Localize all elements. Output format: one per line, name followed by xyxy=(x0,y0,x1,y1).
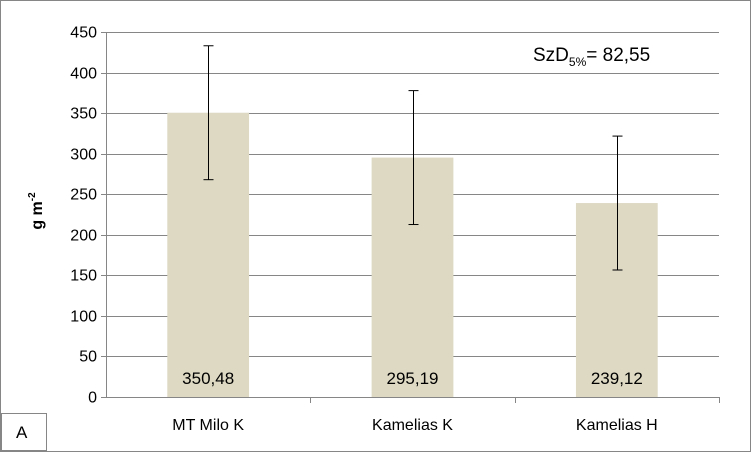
y-axis-title-main: g m xyxy=(29,201,46,229)
axes xyxy=(101,32,720,403)
data-labels: 350,48 295,19 239,12 xyxy=(182,369,643,388)
y-tick-label: 150 xyxy=(70,268,97,285)
category-label: MT Milo K xyxy=(172,417,244,434)
bars xyxy=(167,112,658,398)
y-tick-label: 250 xyxy=(70,187,97,204)
data-label: 239,12 xyxy=(591,369,643,388)
bar xyxy=(575,203,658,397)
category-label: Kamelias H xyxy=(576,417,658,434)
panel-label: A xyxy=(16,423,28,442)
lsd-annotation-main: SzD xyxy=(533,45,569,66)
y-tick-label: 200 xyxy=(70,228,97,245)
y-axis-title-superscript: -2 xyxy=(27,192,38,201)
y-tick-label: 400 xyxy=(70,66,97,83)
y-tick-label: 350 xyxy=(70,106,97,123)
data-label: 350,48 xyxy=(182,369,234,388)
data-label: 295,19 xyxy=(387,369,439,388)
bar xyxy=(371,157,454,397)
category-labels: MT Milo K Kamelias K Kamelias H xyxy=(172,417,657,434)
lsd-annotation-subscript: 5% xyxy=(569,55,587,69)
y-tick-label: 0 xyxy=(88,390,97,407)
y-tick-label: 50 xyxy=(79,349,97,366)
y-axis-title: g m-2 xyxy=(27,192,46,230)
y-tick-labels: 0 50 100 150 200 250 300 350 400 450 xyxy=(70,25,97,407)
error-bars xyxy=(203,45,623,271)
y-tick-label: 300 xyxy=(70,147,97,164)
lsd-annotation-value: = 82,55 xyxy=(586,45,650,66)
panel-label-box: A xyxy=(1,413,47,451)
category-label: Kamelias K xyxy=(372,417,453,434)
y-tick-label: 450 xyxy=(70,25,97,42)
y-tick-label: 100 xyxy=(70,309,97,326)
lsd-annotation: SzD5%= 82,55 xyxy=(533,45,650,69)
